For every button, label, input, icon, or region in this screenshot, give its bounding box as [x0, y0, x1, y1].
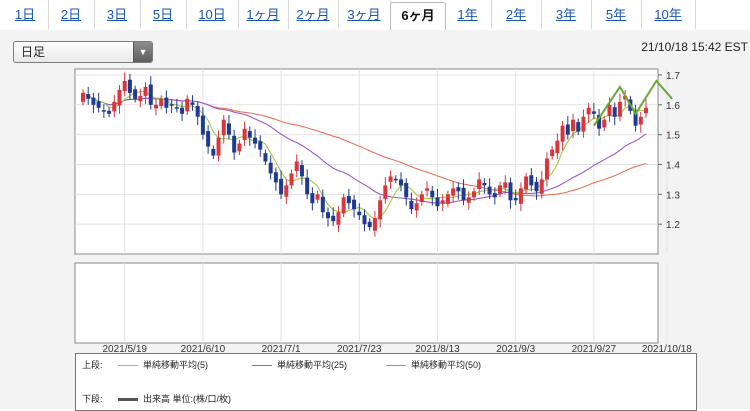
tab-10[interactable]: 1年	[444, 0, 492, 29]
legend-volume: 出来高 単位:(株/口/枚)	[118, 392, 231, 405]
legend-ma50: 単純移動平均(50)	[386, 358, 481, 371]
tab-12[interactable]: 3年	[541, 0, 592, 29]
legend-upper-label: 上段:	[82, 360, 103, 370]
tab-6[interactable]: 1ヶ月	[238, 0, 289, 29]
interval-select[interactable]: 日足 ▼	[13, 41, 153, 63]
tab-1[interactable]: 1日	[2, 0, 49, 29]
tab-3[interactable]: 3日	[94, 0, 141, 29]
tab-9[interactable]: 6ヶ月	[390, 2, 446, 31]
timestamp: 21/10/18 15:42 EST	[641, 40, 748, 54]
tab-4[interactable]: 5日	[140, 0, 187, 29]
legend-ma25: 単純移動平均(25)	[252, 358, 347, 371]
legend-ma5: 単純移動平均(5)	[118, 358, 208, 371]
legend-ma5-label: 単純移動平均(5)	[143, 360, 208, 370]
tab-5[interactable]: 10日	[186, 0, 239, 29]
legend-volume-label: 出来高 単位:(株/口/枚)	[143, 394, 231, 404]
period-tabs: 1日 2日 3日 5日 10日 1ヶ月 2ヶ月 3ヶ月 6ヶ月 1年 2年 3年 5年 10年	[0, 0, 750, 31]
tab-2[interactable]: 2日	[48, 0, 95, 29]
volume-swatch	[118, 398, 138, 402]
ma25-swatch	[252, 365, 272, 367]
legend-lower-label: 下段:	[82, 394, 103, 404]
tab-14[interactable]: 10年	[641, 0, 696, 29]
legend: 上段: 単純移動平均(5) 単純移動平均(25) 単純移動平均(50) 下段: …	[75, 353, 697, 411]
interval-select-value: 日足	[21, 45, 46, 59]
tab-8[interactable]: 3ヶ月	[338, 0, 391, 29]
ma50-swatch	[386, 365, 406, 367]
tab-7[interactable]: 2ヶ月	[288, 0, 339, 29]
chevron-down-icon[interactable]: ▼	[133, 42, 152, 62]
tab-13[interactable]: 5年	[591, 0, 642, 29]
legend-ma50-label: 単純移動平均(50)	[411, 360, 482, 370]
legend-ma25-label: 単純移動平均(25)	[277, 360, 348, 370]
ma5-swatch	[118, 365, 138, 367]
tab-11[interactable]: 2年	[491, 0, 542, 29]
